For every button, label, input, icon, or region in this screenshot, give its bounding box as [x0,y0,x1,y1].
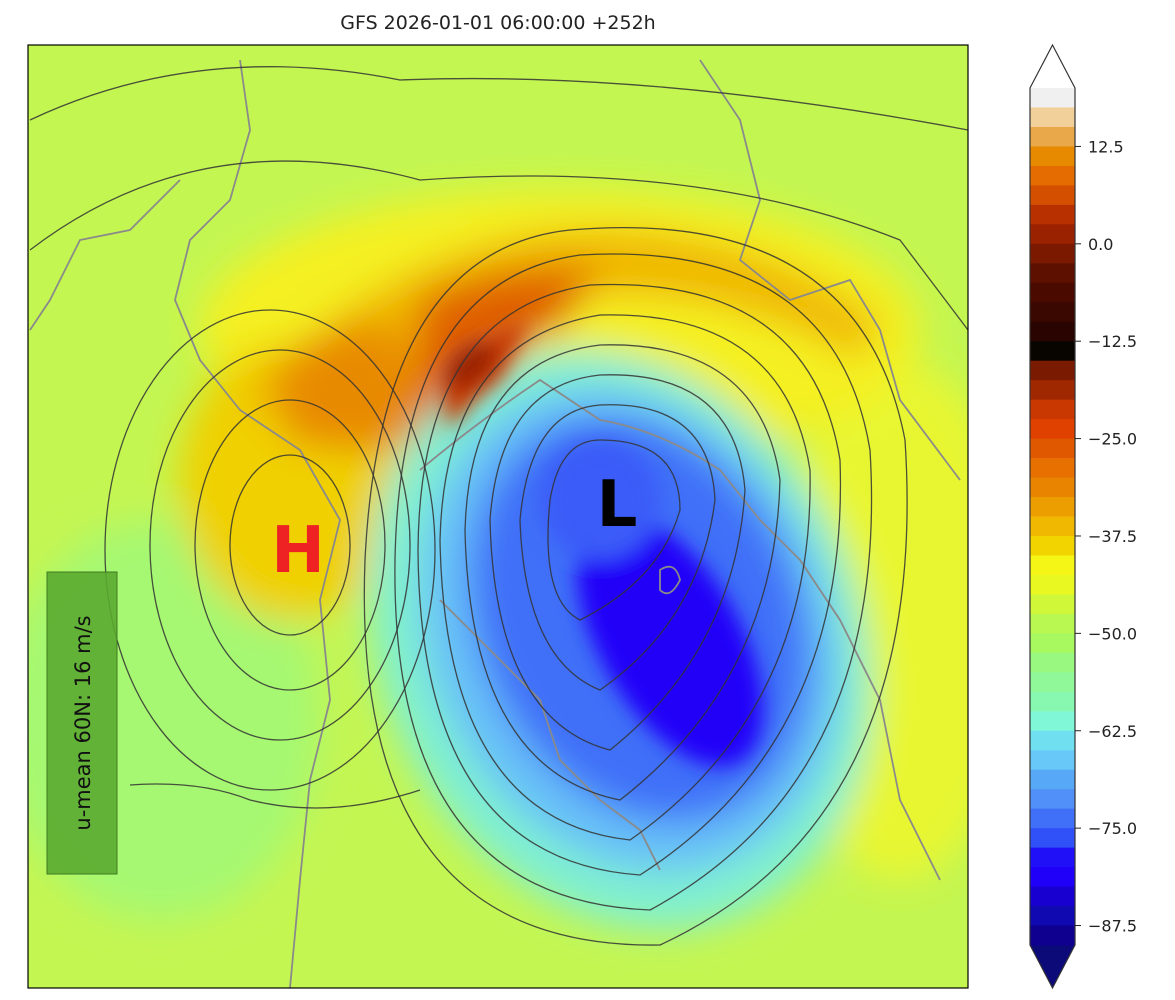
colorbar-band [1030,380,1075,401]
colorbar-band [1030,867,1075,888]
colorbar-tick-label: −50.0 [1088,624,1137,643]
colorbar-band [1030,477,1075,498]
colorbar-band [1030,321,1075,342]
colorbar-tick-label: 12.5 [1088,137,1124,156]
colorbar-band [1030,886,1075,907]
colorbar-band [1030,107,1075,128]
colorbar-band [1030,535,1075,556]
colorbar-extend-max [1030,45,1075,88]
colorbar-band [1030,419,1075,440]
colorbar-band [1030,555,1075,576]
colorbar-band [1030,613,1075,634]
colorbar-tick-label: −87.5 [1088,917,1137,936]
colorbar-band [1030,88,1075,108]
map-title: GFS 2026-01-01 06:00:00 +252h [340,12,656,34]
colorbar-band [1030,789,1075,810]
colorbar-band [1030,691,1075,712]
low-pressure-label: L [597,468,638,542]
colorbar-tick-label: −25.0 [1088,430,1137,449]
colorbar-band [1030,282,1075,303]
colorbar-band [1030,458,1075,479]
colorbar: 12.5 0.0 −12.5 −25.0 −37.5 −50.0 −62.5 −75.0 −87… [1029,43,1137,990]
wind-field-core [440,320,763,767]
colorbar-band [1030,750,1075,771]
colorbar-band [1030,341,1075,362]
colorbar-band [1030,165,1075,186]
colorbar-tick-label: −12.5 [1088,332,1137,351]
colorbar-band [1030,263,1075,284]
colorbar-tick-label: −75.0 [1088,819,1137,838]
geopotential-contours [29,66,968,946]
colorbar-band [1030,497,1075,517]
colorbar-band [1030,360,1075,381]
colorbar-band [1030,516,1075,537]
colorbar-band [1030,828,1075,849]
colorbar-band [1030,438,1075,459]
colorbar-band [1030,711,1075,732]
high-pressure-label: H [271,514,325,588]
colorbar-band [1030,594,1075,615]
colorbar-extend-min [1030,945,1075,988]
map-frame [27,44,969,989]
colorbar-band [1030,224,1075,245]
colorbar-band [1030,808,1075,829]
colorbar-band [1030,769,1075,790]
colorbar-band [1030,652,1075,673]
colorbar-band [1030,906,1075,927]
map-panel: H L u-mean 60N: 16 m/s [28,45,968,988]
colorbar-band [1030,847,1075,868]
colorbar-band [1030,633,1075,654]
colorbar-band [1030,126,1075,147]
colorbar-band [1030,146,1075,167]
colorbar-band [1030,574,1075,595]
colorbar-band [1030,302,1075,323]
colorbar-band [1030,672,1075,693]
colorbar-band [1030,185,1075,206]
colorbar-band [1030,399,1075,420]
colorbar-tick-label: −62.5 [1088,722,1137,741]
colorbar-band [1030,925,1075,946]
colorbar-band [1030,730,1075,751]
colorbar-tick-label: 0.0 [1088,235,1113,254]
colorbar-band [1030,204,1075,225]
colorbar-tick-label: −37.5 [1088,527,1137,546]
colorbar-band [1030,243,1075,264]
info-box [46,571,118,875]
colorbar-outline [1029,43,1076,990]
coastlines [29,59,961,988]
info-box-text: u-mean 60N: 16 m/s [71,615,95,830]
